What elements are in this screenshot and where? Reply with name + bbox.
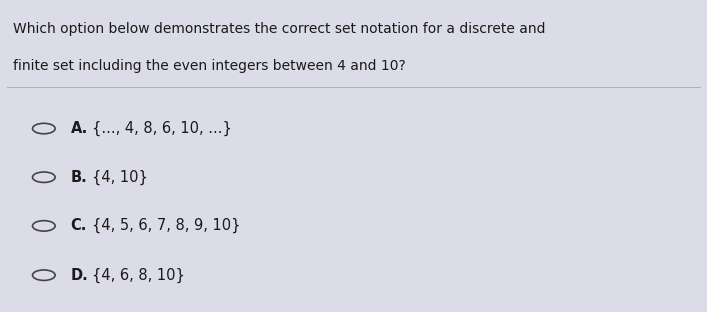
- Text: C.: C.: [71, 218, 87, 233]
- Text: {4, 5, 6, 7, 8, 9, 10}: {4, 5, 6, 7, 8, 9, 10}: [92, 218, 240, 233]
- Text: D.: D.: [71, 268, 88, 283]
- Text: finite set including the even integers between 4 and 10?: finite set including the even integers b…: [13, 59, 406, 73]
- Text: Which option below demonstrates the correct set notation for a discrete and: Which option below demonstrates the corr…: [13, 22, 545, 36]
- Text: A.: A.: [71, 121, 88, 136]
- Text: B.: B.: [71, 170, 88, 185]
- Text: {..., 4, 8, 6, 10, ...}: {..., 4, 8, 6, 10, ...}: [92, 121, 232, 136]
- Text: {4, 10}: {4, 10}: [92, 170, 148, 185]
- Text: {4, 6, 8, 10}: {4, 6, 8, 10}: [92, 268, 185, 283]
